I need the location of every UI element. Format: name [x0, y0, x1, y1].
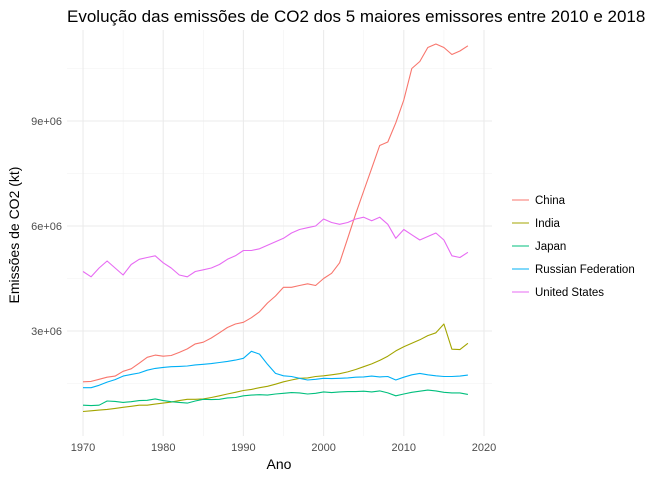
- x-tick-label: 1970: [71, 442, 95, 454]
- x-tick-label: 1980: [151, 442, 175, 454]
- legend-label: India: [535, 218, 561, 230]
- series-line-china: [82, 43, 469, 383]
- legend: China India Japan Russian Federation United …: [512, 195, 635, 299]
- x-tick-label: 1990: [231, 442, 255, 454]
- chart-title: Evolução das emissões de CO2 dos 5 maior…: [67, 7, 645, 26]
- y-axis-title: Emissões de CO2 (kt): [6, 167, 22, 304]
- legend-label: United States: [535, 287, 604, 299]
- x-tick-label: 2020: [472, 442, 496, 454]
- series-lines: [82, 43, 469, 413]
- x-tick-label: 2000: [311, 442, 335, 454]
- series-line-russian-federation: [83, 350, 468, 389]
- series-line-japan: [82, 389, 469, 407]
- legend-label: China: [535, 195, 566, 207]
- y-tick-label: 3e+06: [31, 326, 62, 338]
- legend-label: Japan: [535, 241, 566, 253]
- y-axis-ticks: 3e+06 6e+06 9e+06: [31, 116, 62, 338]
- series-line-india: [82, 323, 469, 413]
- y-tick-label: 6e+06: [31, 221, 62, 233]
- legend-label: Russian Federation: [535, 264, 635, 276]
- x-tick-label: 2010: [392, 442, 416, 454]
- y-tick-label: 9e+06: [31, 116, 62, 128]
- x-axis-title: Ano: [267, 456, 292, 472]
- series-line-united-states: [82, 216, 469, 278]
- grid: [67, 30, 492, 436]
- x-axis-ticks: 1970 1980 1990 2000 2010 2020: [71, 442, 496, 454]
